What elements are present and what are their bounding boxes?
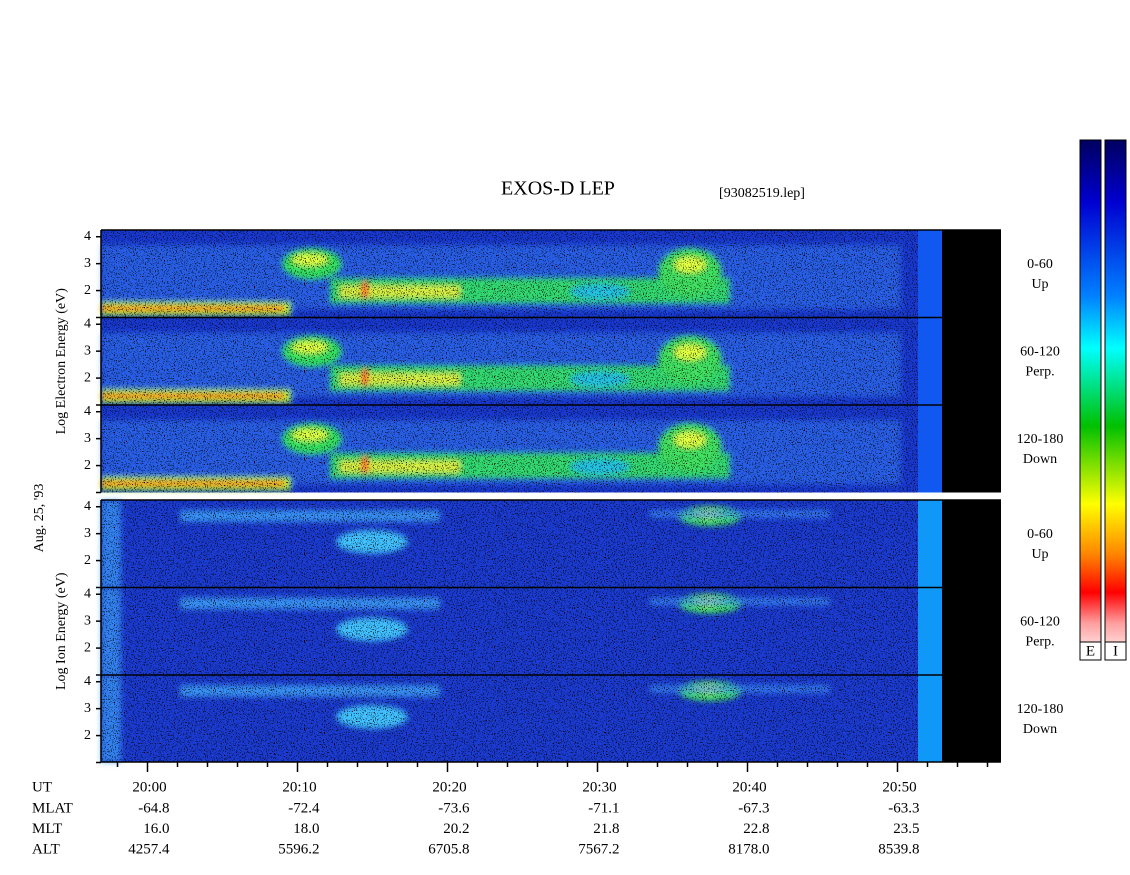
panel-angle: 60-120 <box>1020 615 1060 630</box>
colorbar <box>1104 139 1127 661</box>
orbit-value: -64.8 <box>138 800 169 816</box>
orbit-value: 18.0 <box>293 821 319 837</box>
orbit-value: 7567.2 <box>578 841 619 857</box>
orbit-value: -73.6 <box>438 800 470 816</box>
orbit-value: 23.5 <box>893 821 919 837</box>
y-axis-label: Log Electron Energy (eV) <box>54 288 69 435</box>
panel-angle: 120-180 <box>1017 432 1064 447</box>
colorbars: E I <box>1079 139 1127 661</box>
y-tick-label: 4 <box>84 674 91 689</box>
orbit-value: -67.3 <box>738 800 769 816</box>
x-tick-label: 20:50 <box>882 779 916 795</box>
colorbar <box>1079 139 1102 661</box>
y-tick-label: 3 <box>84 613 91 628</box>
spectrogram-panel <box>101 675 1001 763</box>
panel-direction: Down <box>1023 722 1057 737</box>
colorbar-box <box>1079 641 1102 661</box>
y-tick-label: 3 <box>84 343 91 358</box>
panel-direction: Up <box>1031 547 1048 562</box>
chart-title: EXOS-D LEP <box>501 178 615 200</box>
x-tick-label: 20:40 <box>732 779 766 795</box>
y-tick-label: 4 <box>84 404 91 419</box>
file-label: [93082519.lep] <box>719 186 805 201</box>
panel-direction: Perp. <box>1025 635 1054 650</box>
y-tick-label: 4 <box>84 316 91 331</box>
spectrogram-panel <box>101 318 1001 406</box>
panel-angle: 0-60 <box>1027 527 1053 542</box>
panel-angle: 0-60 <box>1027 257 1053 272</box>
orbit-value: 8539.8 <box>878 841 919 857</box>
colorbar-label: E <box>1086 643 1095 659</box>
y-tick-label: 3 <box>84 526 91 541</box>
y-tick-label: 2 <box>84 553 91 568</box>
spectrogram-panel <box>101 500 1001 588</box>
orbit-label: MLT <box>32 821 62 837</box>
panel-direction: Perp. <box>1025 365 1054 380</box>
x-axis-label: UT <box>32 779 52 795</box>
orbit-label: MLAT <box>32 800 73 816</box>
y-axis-label: Log Ion Energy (eV) <box>54 572 69 690</box>
colorbar-box <box>1104 641 1127 661</box>
colorbar-label: I <box>1113 643 1118 659</box>
spectrogram-panel <box>101 405 1001 493</box>
orbit-value: 5596.2 <box>278 841 319 857</box>
panel-angle: 120-180 <box>1017 702 1064 717</box>
orbit-value: 21.8 <box>593 821 619 837</box>
orbit-value: 8178.0 <box>728 841 769 857</box>
orbit-value: 4257.4 <box>128 841 170 857</box>
y-tick-label: 2 <box>84 728 91 743</box>
y-tick-label: 4 <box>84 229 91 244</box>
y-tick-label: 4 <box>84 586 91 601</box>
x-tick-label: 20:10 <box>282 779 316 795</box>
y-tick-label: 3 <box>84 256 91 271</box>
x-tick-label: 20:20 <box>432 779 466 795</box>
y-tick-label: 3 <box>84 431 91 446</box>
orbit-value: -71.1 <box>588 800 619 816</box>
spectrogram-panel <box>101 588 1001 676</box>
y-tick-label: 3 <box>84 701 91 716</box>
panel-direction: Down <box>1023 452 1057 467</box>
date-label: Aug. 25, '93 <box>32 484 47 553</box>
orbit-value: 20.2 <box>443 821 469 837</box>
y-tick-label: 2 <box>84 640 91 655</box>
panel-angle: 60-120 <box>1020 345 1060 360</box>
panel-direction: Up <box>1031 277 1048 292</box>
y-tick-label: 2 <box>84 370 91 385</box>
x-tick-label: 20:00 <box>132 779 166 795</box>
orbit-value: -72.4 <box>288 800 320 816</box>
orbit-value: 22.8 <box>743 821 769 837</box>
x-tick-label: 20:30 <box>582 779 616 795</box>
y-tick-label: 2 <box>84 458 91 473</box>
y-tick-label: 4 <box>84 499 91 514</box>
orbit-value: 16.0 <box>143 821 169 837</box>
orbit-value: -63.3 <box>888 800 919 816</box>
y-tick-label: 2 <box>84 283 91 298</box>
orbit-value: 6705.8 <box>428 841 469 857</box>
spectrogram-panel <box>101 230 1001 318</box>
orbit-label: ALT <box>32 841 60 857</box>
